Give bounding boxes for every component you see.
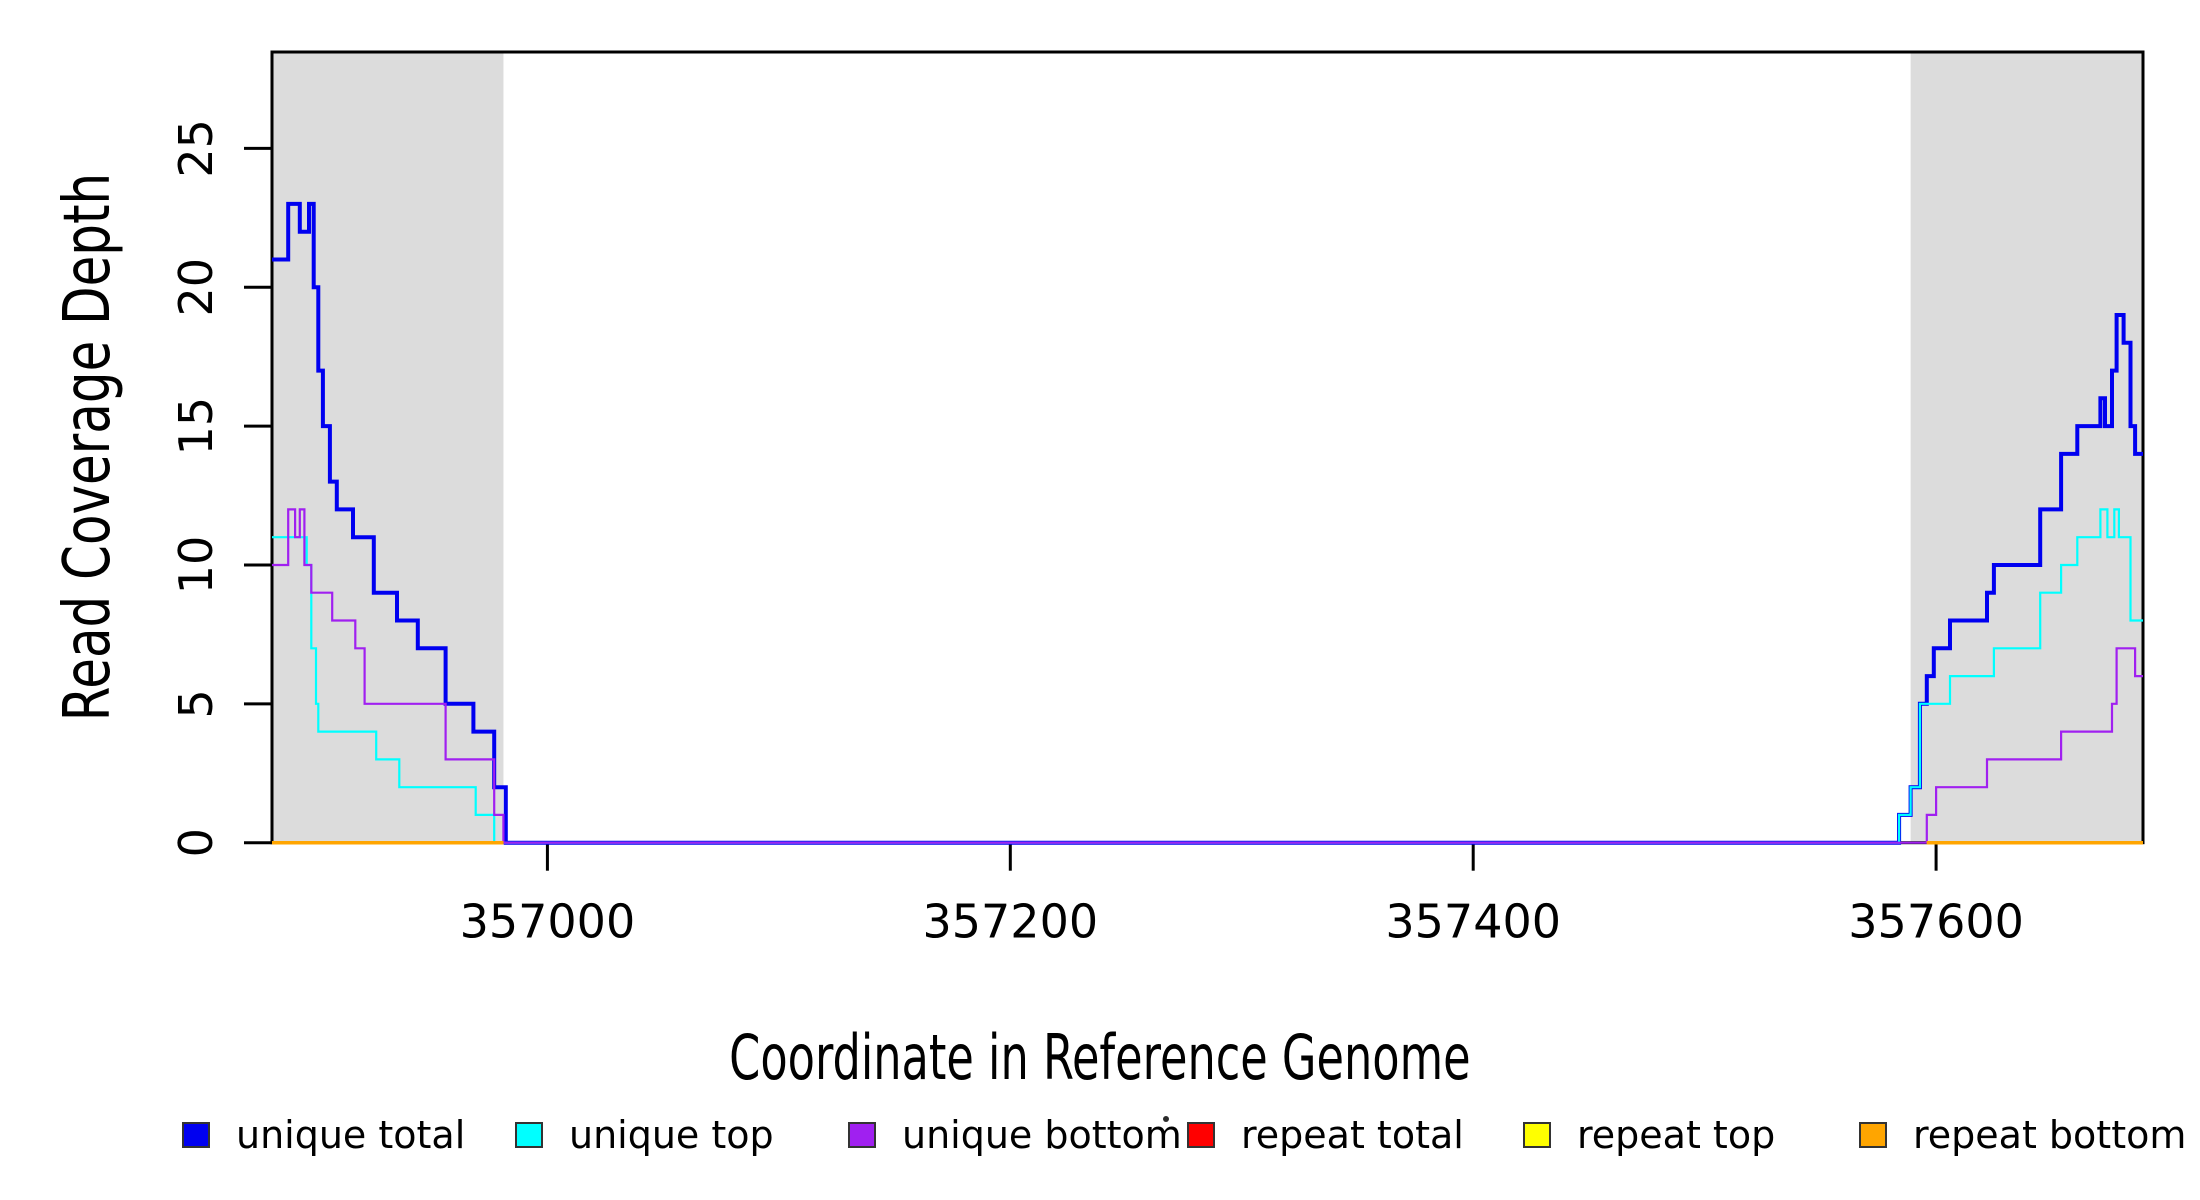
legend-item-repeat-total: repeat total xyxy=(1187,1109,1464,1161)
legend-label: repeat top xyxy=(1577,1113,1776,1157)
series-unique-total xyxy=(272,201,2143,845)
series-unique-top xyxy=(272,508,2143,844)
y-tick-label: 25 xyxy=(169,119,223,178)
y-tick-label: 0 xyxy=(169,828,223,857)
y-tick-label: 10 xyxy=(169,536,223,595)
legend-swatch-unique-bottom xyxy=(848,1122,876,1148)
x-tick-label: 357200 xyxy=(923,895,1099,949)
x-tick-label: 357400 xyxy=(1385,895,1561,949)
y-axis-title-text: Read Coverage Depth xyxy=(51,172,125,722)
legend-label: repeat bottom xyxy=(1913,1113,2187,1157)
legend-label: unique top xyxy=(569,1113,774,1157)
y-tick-label: 5 xyxy=(169,689,223,718)
legend-item-repeat-top: repeat top xyxy=(1523,1109,1775,1161)
x-tick-label: 357000 xyxy=(460,895,636,949)
plot-frame xyxy=(270,50,2145,845)
right-repeat-region xyxy=(1910,52,2143,843)
x-axis-title: Coordinate in Reference Genome xyxy=(0,1021,2200,1094)
x-tick-label: 357600 xyxy=(1848,895,2024,949)
y-tick-label: 20 xyxy=(169,258,223,317)
legend-swatch-unique-top xyxy=(515,1122,543,1148)
x-axis-title-text: Coordinate in Reference Genome xyxy=(729,1021,1471,1094)
legend-swatch-unique-total xyxy=(182,1122,210,1148)
legend-swatch-repeat-top xyxy=(1523,1122,1551,1148)
legend-item-repeat-bottom: repeat bottom xyxy=(1859,1109,2186,1161)
legend-swatch-repeat-bottom xyxy=(1859,1122,1887,1148)
stray-dot xyxy=(1163,1116,1169,1122)
legend: unique total unique top unique bottom repea… xyxy=(0,1109,2200,1161)
legend-item-unique-bottom: unique bottom xyxy=(848,1109,1182,1161)
legend-label: unique total xyxy=(236,1113,466,1157)
legend-item-unique-total: unique total xyxy=(182,1109,465,1161)
legend-label: unique bottom xyxy=(902,1113,1182,1157)
legend-swatch-repeat-total xyxy=(1187,1122,1215,1148)
legend-label: repeat total xyxy=(1241,1113,1464,1157)
left-repeat-region xyxy=(272,52,504,843)
y-tick-label: 15 xyxy=(169,397,223,456)
series-unique-bottom xyxy=(272,508,2143,844)
legend-item-unique-top: unique top xyxy=(515,1109,774,1161)
